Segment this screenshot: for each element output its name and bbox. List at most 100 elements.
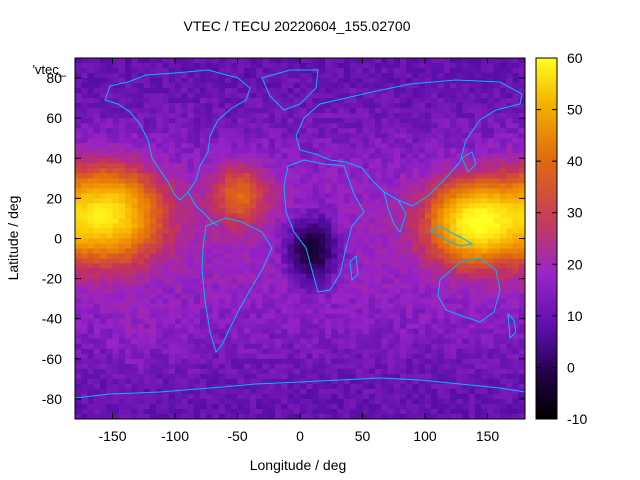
- heatmap-cell: [456, 293, 464, 300]
- heatmap-cell: [243, 363, 251, 370]
- heatmap-cell: [518, 373, 525, 380]
- heatmap-cell: [287, 313, 295, 320]
- heatmap-cell: [418, 203, 426, 210]
- heatmap-cell: [118, 73, 126, 79]
- heatmap-cell: [431, 328, 439, 335]
- heatmap-cell: [156, 183, 164, 189]
- heatmap-cell: [250, 353, 257, 360]
- heatmap-cell: [412, 163, 420, 169]
- heatmap-cell: [381, 208, 389, 215]
- heatmap-cell: [300, 238, 307, 245]
- heatmap-cell: [256, 138, 264, 144]
- heatmap-cell: [206, 108, 214, 114]
- heatmap-cell: [450, 248, 457, 255]
- heatmap-cell: [100, 388, 107, 395]
- heatmap-cell: [268, 298, 276, 305]
- heatmap-cell: [493, 98, 501, 104]
- heatmap-cell: [468, 338, 476, 345]
- heatmap-cell: [237, 258, 245, 265]
- heatmap-cell: [400, 63, 407, 69]
- heatmap-cell: [131, 368, 139, 375]
- heatmap-cell: [281, 253, 289, 260]
- heatmap-cell: [187, 278, 195, 285]
- heatmap-cell: [456, 313, 464, 320]
- heatmap-cell: [387, 358, 395, 365]
- heatmap-cell: [325, 243, 332, 250]
- heatmap-cell: [212, 333, 220, 340]
- heatmap-cell: [81, 263, 89, 270]
- heatmap-cell: [287, 243, 295, 250]
- heatmap-cell: [450, 213, 457, 220]
- heatmap-cell: [187, 173, 195, 179]
- heatmap-cell: [293, 373, 301, 380]
- heatmap-cell: [293, 58, 301, 64]
- heatmap-cell: [106, 338, 114, 345]
- heatmap-cell: [418, 188, 426, 194]
- heatmap-cell: [287, 358, 295, 365]
- heatmap-cell: [425, 198, 432, 204]
- heatmap-cell: [456, 133, 464, 139]
- heatmap-cell: [106, 183, 114, 189]
- heatmap-cell: [437, 363, 445, 370]
- heatmap-cell: [506, 68, 514, 74]
- heatmap-cell: [93, 283, 101, 290]
- heatmap-cell: [431, 103, 439, 109]
- heatmap-cell: [231, 238, 239, 245]
- heatmap-cell: [268, 63, 276, 69]
- heatmap-cell: [218, 398, 226, 405]
- heatmap-cell: [275, 78, 282, 84]
- heatmap-cell: [106, 58, 114, 64]
- heatmap-cell: [106, 203, 114, 210]
- heatmap-cell: [412, 288, 420, 295]
- heatmap-cell: [493, 213, 501, 220]
- heatmap-cell: [412, 203, 420, 210]
- heatmap-cell: [343, 213, 351, 220]
- heatmap-cell: [193, 108, 201, 114]
- heatmap-cell: [175, 283, 182, 290]
- heatmap-cell: [487, 258, 495, 265]
- heatmap-cell: [343, 318, 351, 325]
- heatmap-cell: [87, 188, 95, 194]
- heatmap-cell: [431, 148, 439, 154]
- heatmap-cell: [487, 363, 495, 370]
- heatmap-cell: [281, 68, 289, 74]
- heatmap-cell: [462, 118, 470, 124]
- heatmap-cell: [368, 123, 376, 129]
- heatmap-cell: [243, 73, 251, 79]
- heatmap-cell: [112, 318, 120, 325]
- heatmap-cell: [75, 148, 82, 154]
- heatmap-cell: [462, 348, 470, 355]
- heatmap-cell: [443, 388, 451, 395]
- heatmap-cell: [487, 198, 495, 204]
- heatmap-cell: [325, 343, 332, 350]
- heatmap-cell: [475, 383, 482, 390]
- heatmap-cell: [206, 98, 214, 104]
- heatmap-cell: [150, 143, 157, 149]
- heatmap-cell: [218, 348, 226, 355]
- heatmap-cell: [362, 398, 370, 405]
- heatmap-cell: [175, 368, 182, 375]
- heatmap-cell: [93, 293, 101, 300]
- heatmap-cell: [87, 148, 95, 154]
- heatmap-cell: [337, 123, 345, 129]
- heatmap-cell: [481, 288, 489, 295]
- heatmap-cell: [156, 238, 164, 245]
- heatmap-cell: [331, 238, 339, 245]
- heatmap-cell: [281, 213, 289, 220]
- heatmap-cell: [431, 93, 439, 99]
- heatmap-cell: [400, 328, 407, 335]
- heatmap-cell: [106, 103, 114, 109]
- heatmap-cell: [112, 253, 120, 260]
- heatmap-cell: [493, 198, 501, 204]
- heatmap-cell: [200, 163, 207, 169]
- heatmap-cell: [150, 88, 157, 94]
- heatmap-cell: [343, 363, 351, 370]
- heatmap-cell: [262, 303, 270, 310]
- heatmap-cell: [437, 323, 445, 330]
- heatmap-cell: [312, 323, 320, 330]
- heatmap-cell: [368, 223, 376, 230]
- heatmap-cell: [450, 63, 457, 69]
- heatmap-cell: [325, 58, 332, 64]
- heatmap-cell: [262, 283, 270, 290]
- heatmap-cell: [325, 158, 332, 164]
